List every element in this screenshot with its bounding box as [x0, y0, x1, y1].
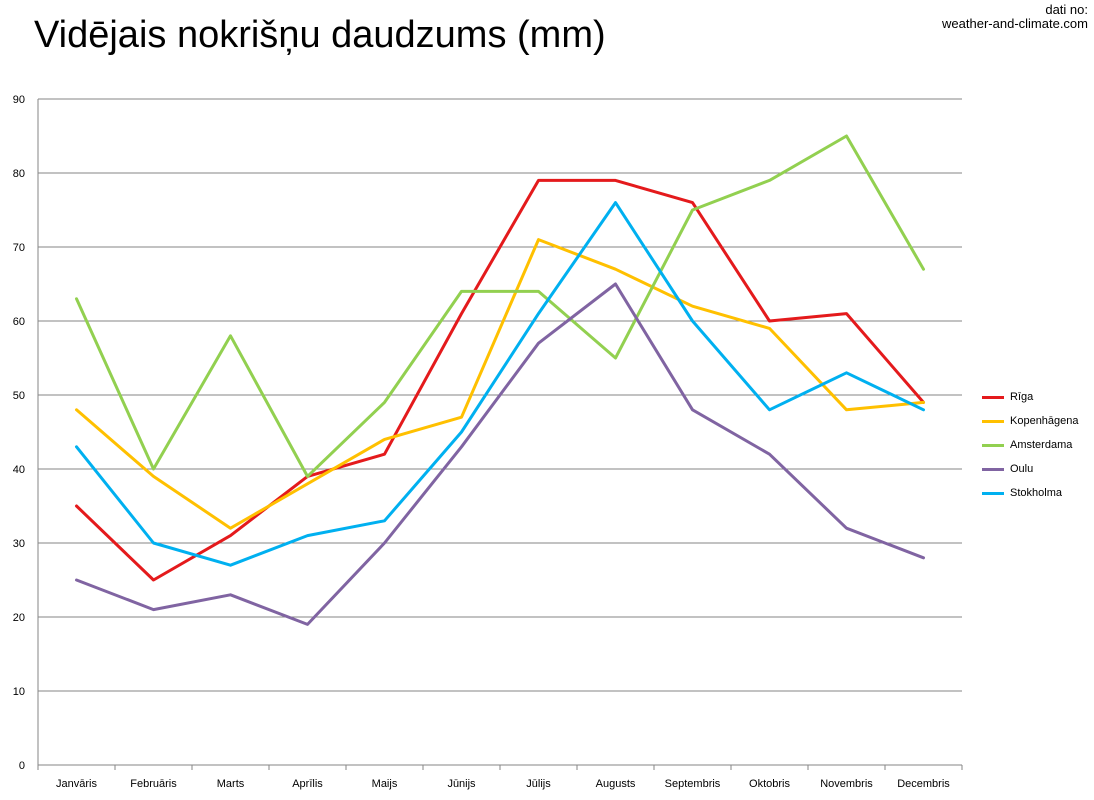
- legend-item: Oulu: [982, 457, 1079, 481]
- legend-label: Rīga: [1010, 391, 1034, 403]
- y-tick-label: 10: [13, 686, 25, 698]
- legend-label: Stokholma: [1010, 487, 1062, 499]
- chart-legend: Rīga Kopenhāgena Amsterdama Oulu Stokholma: [982, 385, 1079, 505]
- series-line: [75, 282, 925, 626]
- series-line: [75, 201, 925, 567]
- legend-item: Amsterdama: [982, 433, 1079, 457]
- source-line-2: weather-and-climate.com: [942, 16, 1088, 31]
- legend-item: Kopenhāgena: [982, 409, 1079, 433]
- chart-title: Vidējais nokrišņu daudzums (mm): [34, 14, 606, 56]
- legend-label: Oulu: [1010, 463, 1034, 475]
- legend-item: Rīga: [982, 385, 1079, 409]
- y-tick-label: 50: [13, 390, 25, 402]
- x-tick-label: Februāris: [130, 778, 177, 790]
- source-line-1: dati no:: [1045, 2, 1088, 17]
- legend-swatch: [982, 419, 1004, 423]
- x-tick-label: Septembris: [665, 778, 721, 790]
- x-tick-label: Jūnijs: [447, 778, 476, 790]
- x-tick-label: Maijs: [372, 778, 398, 790]
- x-tick-label: Augusts: [596, 778, 636, 790]
- x-tick-label: Marts: [217, 778, 245, 790]
- x-tick-label: Jūlijs: [526, 778, 551, 790]
- series-line: [75, 238, 925, 530]
- legend-swatch: [982, 467, 1004, 471]
- legend-swatch: [982, 443, 1004, 447]
- legend-swatch: [982, 395, 1004, 399]
- series-line: [75, 178, 925, 582]
- legend-label: Amsterdama: [1010, 439, 1073, 451]
- legend-label: Kopenhāgena: [1010, 415, 1079, 427]
- x-tick-label: Aprīlis: [292, 778, 323, 790]
- x-tick-label: Decembris: [897, 778, 950, 790]
- x-tick-label: Novembris: [820, 778, 873, 790]
- y-tick-label: 60: [13, 316, 25, 328]
- source-note: dati no: weather-and-climate.com: [942, 3, 1088, 31]
- y-tick-label: 80: [13, 168, 25, 180]
- y-tick-label: 0: [19, 760, 25, 772]
- legend-swatch: [982, 491, 1004, 495]
- series-line: [75, 134, 925, 478]
- x-tick-label: Oktobris: [749, 778, 790, 790]
- y-tick-label: 90: [13, 94, 25, 106]
- y-tick-label: 70: [13, 242, 25, 254]
- y-tick-label: 20: [13, 612, 25, 624]
- y-tick-label: 30: [13, 538, 25, 550]
- legend-item: Stokholma: [982, 481, 1079, 505]
- x-tick-label: Janvāris: [56, 778, 97, 790]
- y-tick-label: 40: [13, 464, 25, 476]
